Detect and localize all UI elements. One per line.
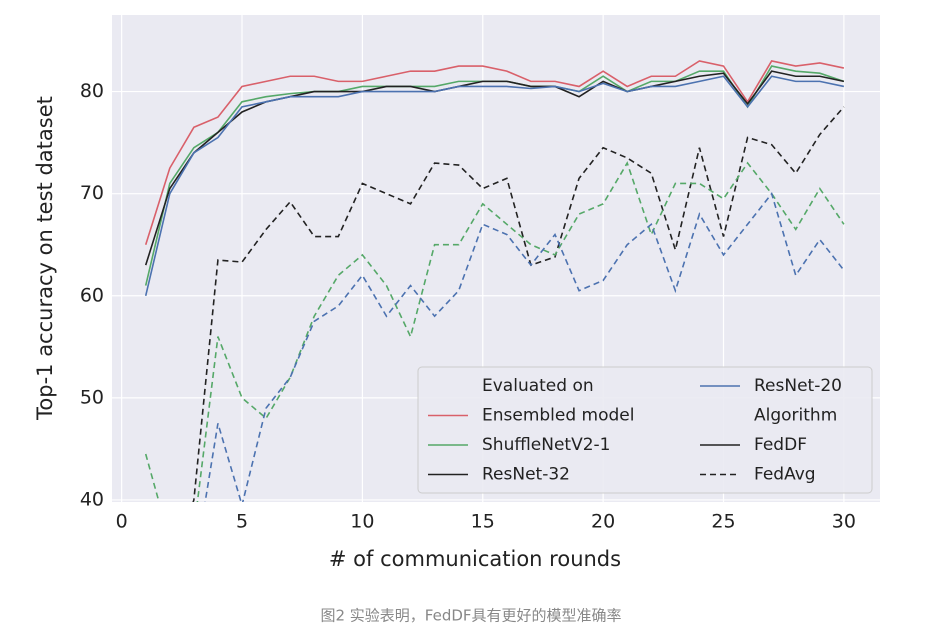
legend-label: ShuffleNetV2-1 [482,435,610,455]
series-line [204,191,845,502]
legend-label: ResNet-20 [754,376,842,396]
legend-label: Ensembled model [482,406,635,426]
x-tick-label: 10 [350,511,374,533]
x-tick-label: 25 [711,511,735,533]
x-tick-label: 20 [591,511,615,533]
legend-label: ResNet-32 [482,465,570,485]
x-axis-label: # of communication rounds [329,547,621,571]
y-tick-label: 60 [80,284,104,306]
legend-label: FedDF [754,435,807,455]
series-line [144,161,845,502]
lines [144,60,845,502]
legend-label: FedAvg [754,465,816,485]
legend: Evaluated on Ensembled model ShuffleNetV2-… [417,366,873,494]
y-axis-label: Top-1 accuracy on test dataset [33,96,57,421]
x-tick-label: 30 [832,511,856,533]
y-tick-label: 70 [80,182,104,204]
legend-title: Algorithm [754,406,837,426]
legend-title: Evaluated on [482,376,594,396]
caption: 图2 实验表明，FedDF具有更好的模型准确率 [320,607,621,625]
series-line [192,106,845,502]
x-tick-label: 5 [236,511,248,533]
x-tick-label: 0 [116,511,128,533]
y-tick-label: 50 [80,386,104,408]
legend-box [417,366,873,494]
x-tick-label: 15 [471,511,495,533]
y-tick-label: 40 [80,488,104,510]
series-line [144,70,845,266]
series-line [144,60,845,245]
y-tick-label: 80 [80,80,104,102]
series-line [144,75,845,296]
